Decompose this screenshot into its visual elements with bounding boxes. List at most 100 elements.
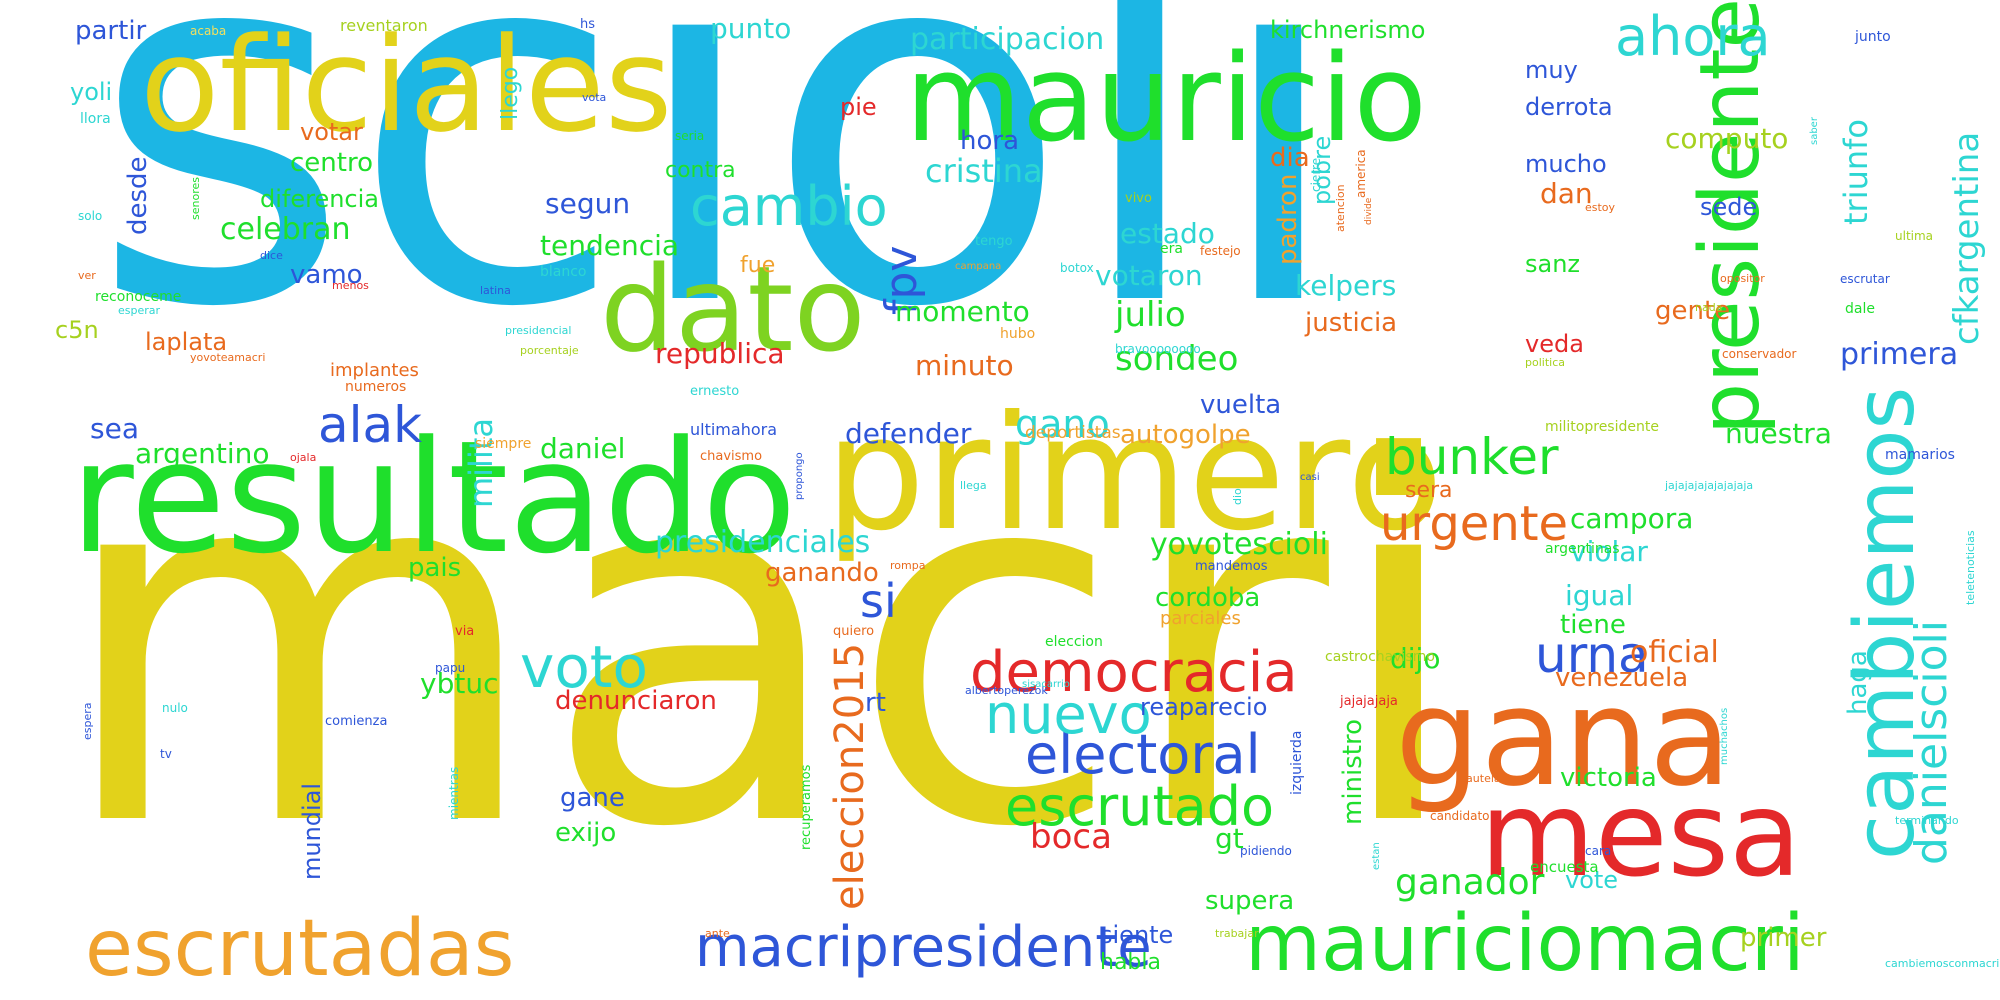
word-milita: milita [462,418,500,508]
word-dice: tengo [975,234,1013,249]
word-derrota: derrota [1525,93,1613,121]
word-hs: hs [580,17,596,32]
word-vivo: cierre [1309,157,1323,192]
word-vamo: vamo [290,260,363,290]
word-mauricio: mauricio [905,30,1427,169]
word-militopresidente: militopresidente [1545,419,1659,435]
word-opositor: escrutar [1840,272,1890,286]
word-voto: voto [520,633,649,701]
word-autogolpe: autogolpe [1120,420,1251,450]
word-hubo: bravoooooooo [1115,342,1201,356]
word-trabajar: cambiemosconmacri [1885,957,2000,970]
word-dia: dia [1270,143,1310,173]
word-dio: casi [1300,472,1320,483]
word-yoli: yoli [70,78,113,106]
word-primera: primera [1840,337,1959,372]
word-reconoceme: esperar [118,304,161,317]
word-comienza: mientras [447,766,461,820]
word-senores: dice [260,249,283,262]
word-espera: via [455,624,475,639]
word-siempre: siempre [475,436,532,452]
word-campana: botox [1060,261,1094,275]
word-mauriciomacri: mauriciomacri [1245,899,1805,989]
word-estoy: saber [1809,117,1820,145]
word-justicia: justicia [1305,308,1398,338]
word-padron: padron [1273,173,1303,265]
word-ver: menos [332,279,369,292]
word-gana: gana [1395,659,1732,816]
word-pais: pais [408,553,462,583]
word-mesa: mesa [1480,765,1802,903]
word-llora: llora [80,111,111,127]
word-presidencial: hubo [1000,326,1036,342]
word-tv: comienza [325,714,388,729]
word-casi: llega [960,479,987,492]
word-partir: partir [75,16,147,46]
word-igual: igual [1565,579,1634,612]
word-republica: republica [655,337,785,370]
word-fue: fue [740,253,776,278]
word-sanz: sanz [1525,250,1581,278]
word-america: vivo [1125,191,1152,206]
word-terminando: pidiendo [1240,844,1292,858]
word-mientras: recuperamos [799,764,814,850]
word-quiero: papu [435,661,466,675]
word-ante: trabajar [1215,927,1259,940]
word-llego: llego [498,66,523,120]
word-mucho: mucho [1525,150,1607,178]
word-atencion: divide [1364,197,1374,225]
word-haga: haga [1843,650,1873,715]
word-albertoperezok: sisacarrio [1022,679,1070,690]
word-nuevo: nuevo [985,683,1152,746]
word-gano: gano [1015,402,1110,446]
word-cara: ante [705,927,730,940]
word-estado: estado [1120,217,1215,250]
word-eleccion2015: eleccion2015 [827,642,873,910]
word-yovoteamacri: porcentaje [520,344,579,357]
word-mamarios: mamarios [1885,447,1955,463]
word-tengo: campana [955,261,1002,272]
word-menos: latina [480,284,511,297]
word-c5n: c5n [55,316,99,344]
word-bunker: bunker [1385,428,1559,486]
word-exijo: exijo [555,818,617,848]
word-computo: computo [1665,122,1789,155]
word-ultima: opositor [1720,272,1765,285]
word-escrutadas: escrutadas [85,904,515,994]
word-gt: gt [1215,822,1244,855]
word-scioli: scioli [90,0,1349,416]
word-recuperamos: albertoperezok [965,684,1048,697]
word-laplata: laplata [145,328,228,356]
word-via: quiero [833,624,875,639]
word-sea: sea [90,412,139,445]
word-cambio: cambio [690,175,888,238]
word-gane: gane [560,783,625,813]
word-esperar: presidencial [505,324,572,337]
word-latina: blanco [540,264,587,280]
word-acaba: acaba [190,24,227,38]
word-junto: junto [1855,29,1891,45]
word-electoral: electoral [1025,723,1261,786]
word-chavismo: chavismo [700,449,763,464]
word-politica: ojala [290,451,317,464]
word-vote: vote [1565,866,1619,894]
word-ernesto: dio [1231,488,1244,505]
word-reaparecio: reaparecio [1140,693,1268,721]
word-violar: violar [1570,535,1648,568]
word-primero: primero [825,382,1444,566]
word-escrutar: ver [78,269,96,282]
word-cierre: atencion [1334,184,1347,232]
word-danielscioli: danielscioli [1906,619,1957,865]
word-oficiales: oficiales [140,9,673,161]
word-reventaron: reventaron [340,16,428,35]
word-democracia: democracia [970,640,1298,705]
word-seria: seria [675,129,705,143]
word-rt: rt [865,688,886,718]
word-escrutado: escrutado [1005,775,1275,838]
word-candidato: cautela [1460,772,1501,785]
word-gente: gente [1655,296,1731,326]
word-pie: pie [840,93,877,121]
word-primer: primer [1740,923,1827,953]
word-sede: sede [1700,193,1758,221]
word-triunfo: triunfo [1837,119,1875,225]
